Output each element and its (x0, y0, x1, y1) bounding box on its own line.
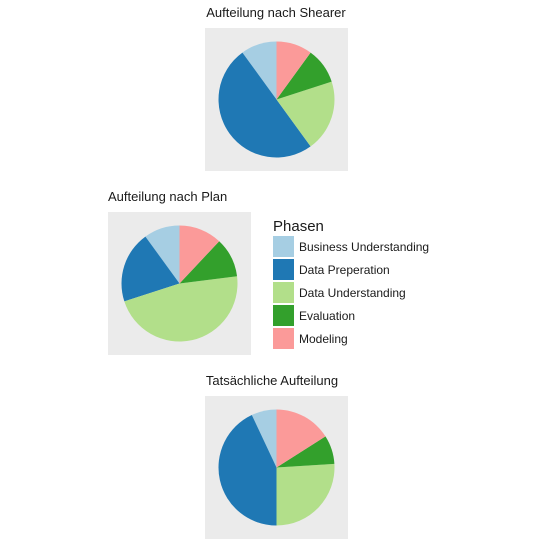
chart-title-plan: Aufteilung nach Plan (108, 189, 227, 204)
pie-slice-plan-evaluation (179, 241, 238, 284)
chart-title-shearer: Aufteilung nach Shearer (206, 5, 346, 20)
pie-slice-plan-data-preperation (121, 236, 180, 302)
pie-slice-shearer-modeling (276, 41, 311, 100)
chart-title-actual: Tatsächliche Aufteilung (206, 373, 338, 388)
pie-chart-actual: Tatsächliche Aufteilung (205, 373, 348, 539)
legend-swatch-evaluation (273, 305, 294, 326)
pie-slice-plan-data-understanding (124, 276, 238, 342)
pie-slice-actual-data-preperation (218, 415, 277, 526)
pie-slice-shearer-evaluation (276, 52, 332, 100)
pie-slice-shearer-business-understanding (242, 41, 277, 100)
pie-slice-plan-business-understanding (145, 225, 180, 284)
pie-slices-shearer (218, 41, 335, 158)
pie-slice-actual-modeling (276, 409, 326, 468)
legend-swatch-data-preperation (273, 259, 294, 280)
pie-slice-actual-data-understanding (276, 463, 335, 526)
legend-label-modeling: Modeling (299, 332, 348, 346)
legend-label-evaluation: Evaluation (299, 309, 355, 323)
pie-slices-actual (218, 409, 335, 526)
legend-swatch-modeling (273, 328, 294, 349)
legend-label-data-preperation: Data Preperation (299, 263, 390, 277)
legend: Phasen Business Understanding Data Preper… (273, 218, 429, 349)
pie-slice-actual-evaluation (276, 436, 335, 468)
pie-slice-shearer-data-preperation (218, 52, 311, 158)
legend-label-business-understanding: Business Understanding (299, 240, 429, 254)
legend-label-data-understanding: Data Understanding (299, 286, 406, 300)
legend-swatch-business-understanding (273, 236, 294, 257)
legend-items: Business Understanding Data Preperation Da… (273, 236, 429, 349)
pie-slice-plan-modeling (179, 225, 220, 284)
legend-swatch-data-understanding (273, 282, 294, 303)
pie-chart-plan: Aufteilung nach Plan (108, 189, 251, 355)
pie-slice-actual-business-understanding (251, 409, 277, 468)
pie-slices-plan (121, 225, 238, 342)
pie-slice-shearer-data-understanding (276, 81, 335, 147)
pie-chart-shearer: Aufteilung nach Shearer (205, 5, 348, 171)
legend-title: Phasen (273, 218, 324, 235)
